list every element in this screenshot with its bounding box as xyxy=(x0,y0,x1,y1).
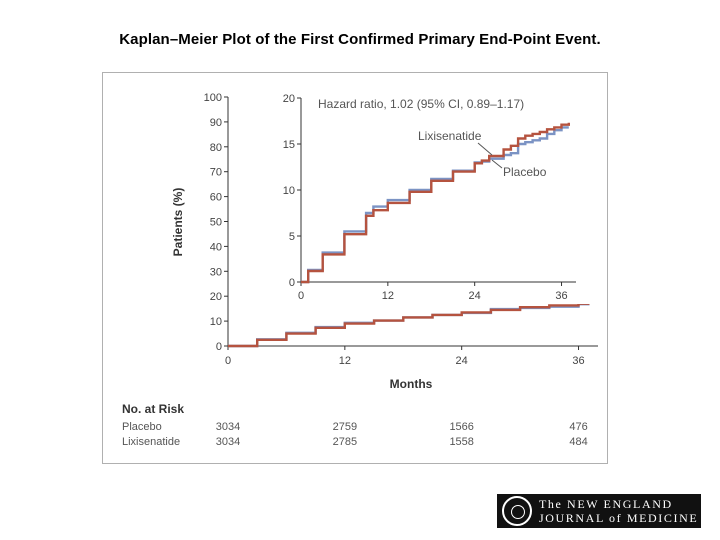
inset-axes: 0 5 10 15 20 0 12 24 36 xyxy=(271,90,598,304)
risk-value: 3034 xyxy=(216,421,240,433)
risk-table-title: No. at Risk xyxy=(122,402,184,416)
inset-y-tick-label: 20 xyxy=(283,93,295,105)
main-x-tick-label: 0 xyxy=(225,355,231,367)
risk-value: 2759 xyxy=(333,421,357,433)
inset-plot xyxy=(301,122,570,284)
inset-x-tick-label: 0 xyxy=(298,290,304,302)
placebo-leader-line xyxy=(491,159,503,169)
inset-series-placebo xyxy=(301,122,570,284)
main-x-tick-label: 36 xyxy=(572,355,584,367)
risk-value: 2785 xyxy=(333,436,357,448)
nejm-seal-icon xyxy=(502,496,532,526)
main-x-tick-label: 12 xyxy=(339,355,351,367)
main-series-placebo xyxy=(228,302,590,348)
inset-y-tick-label: 15 xyxy=(283,139,295,151)
main-y-tick-label: 40 xyxy=(210,241,222,253)
main-y-tick-label: 90 xyxy=(210,117,222,129)
inset-background xyxy=(271,90,598,304)
risk-value: 1566 xyxy=(449,421,473,433)
main-plot xyxy=(228,302,590,348)
risk-table: Placebo 3034 2759 1566 476 Lixisenatide 3034 27… xyxy=(122,421,588,448)
main-y-tick-label: 30 xyxy=(210,266,222,278)
risk-row-label: Lixisenatide xyxy=(122,436,180,448)
main-y-tick-label: 10 xyxy=(210,316,222,328)
inset-y-tick-label: 5 xyxy=(289,231,295,243)
risk-value: 1558 xyxy=(449,436,473,448)
lixisenatide-curve-label: Lixisenatide xyxy=(418,129,482,143)
main-y-tick-label: 60 xyxy=(210,192,222,204)
nejm-logo: The NEW ENGLAND JOURNAL of MEDICINE xyxy=(497,494,701,528)
main-y-tick-label: 70 xyxy=(210,167,222,179)
main-y-tick-label: 20 xyxy=(210,291,222,303)
main-y-tick-label: 100 xyxy=(204,92,222,104)
inset-y-tick-label: 0 xyxy=(289,277,295,289)
y-axis-label: Patients (%) xyxy=(171,188,185,257)
risk-value: 3034 xyxy=(216,436,240,448)
logo-line2: JOURNAL of MEDICINE xyxy=(539,511,699,525)
main-y-tick-label: 0 xyxy=(216,341,222,353)
inset-x-tick-label: 12 xyxy=(382,290,394,302)
risk-value: 484 xyxy=(569,436,587,448)
slide-title: Kaplan–Meier Plot of the First Confirmed… xyxy=(119,31,601,48)
x-axis-label: Months xyxy=(390,377,433,391)
risk-row-label: Placebo xyxy=(122,421,162,433)
inset-x-tick-label: 36 xyxy=(555,290,567,302)
inset-y-tick-label: 10 xyxy=(283,185,295,197)
main-y-tick-label: 50 xyxy=(210,217,222,229)
inset-x-tick-label: 24 xyxy=(469,290,481,302)
hazard-ratio-annotation: Hazard ratio, 1.02 (95% CI, 0.89–1.17) xyxy=(318,97,524,111)
main-y-tick-label: 80 xyxy=(210,142,222,154)
main-x-tick-label: 24 xyxy=(456,355,468,367)
lixisenatide-leader-line xyxy=(477,142,493,156)
placebo-curve-label: Placebo xyxy=(503,165,547,179)
risk-value: 476 xyxy=(569,421,587,433)
logo-line1: The NEW ENGLAND xyxy=(539,497,673,511)
